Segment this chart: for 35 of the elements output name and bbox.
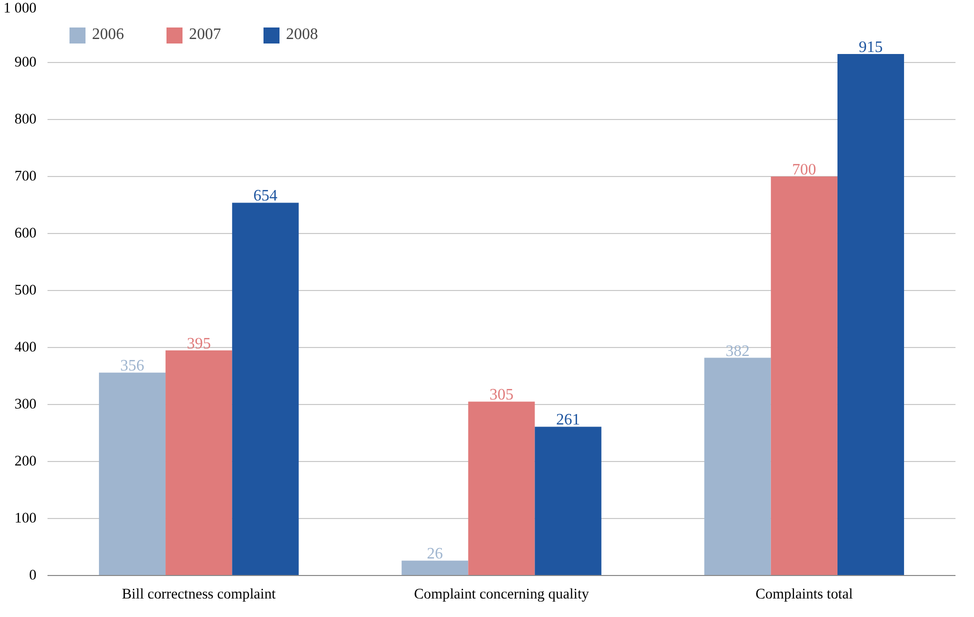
bar	[837, 54, 904, 576]
x-tick-label: Bill correctness complaint	[122, 586, 276, 602]
bar	[468, 402, 535, 576]
y-tick-label: 900	[14, 54, 36, 70]
data-label: 654	[253, 188, 278, 205]
bar	[534, 426, 602, 576]
data-label: 261	[556, 412, 580, 429]
legend-label: 2007	[189, 26, 221, 44]
data-label: 395	[186, 335, 211, 352]
y-tick-label: 400	[14, 340, 36, 356]
bar	[704, 358, 771, 576]
y-tick-label: 1 000	[4, 0, 37, 16]
bar	[98, 372, 166, 576]
data-label: 26	[426, 546, 443, 563]
data-label: 700	[792, 162, 816, 178]
y-tick-label: 500	[14, 282, 36, 298]
x-tick-label: Complaints total	[756, 586, 853, 602]
data-label: 915	[858, 38, 883, 56]
bar	[232, 202, 299, 576]
x-tick-label: Complaint concerning quality	[414, 586, 590, 602]
y-tick-label: 0	[29, 568, 36, 584]
y-tick-label: 100	[14, 510, 36, 526]
legend-label: 2008	[286, 26, 318, 44]
y-tick-label: 200	[14, 454, 36, 470]
y-tick-label: 600	[14, 226, 36, 242]
bar	[770, 176, 838, 576]
legend-label: 2006	[92, 26, 124, 44]
bar	[166, 350, 232, 576]
data-label: 305	[490, 386, 514, 404]
y-tick-label: 300	[14, 396, 36, 412]
data-label: 382	[726, 342, 750, 360]
y-tick-label: 800	[14, 112, 36, 128]
data-label: 356	[120, 358, 144, 375]
y-tick-label: 700	[14, 168, 36, 184]
bar	[402, 560, 468, 576]
